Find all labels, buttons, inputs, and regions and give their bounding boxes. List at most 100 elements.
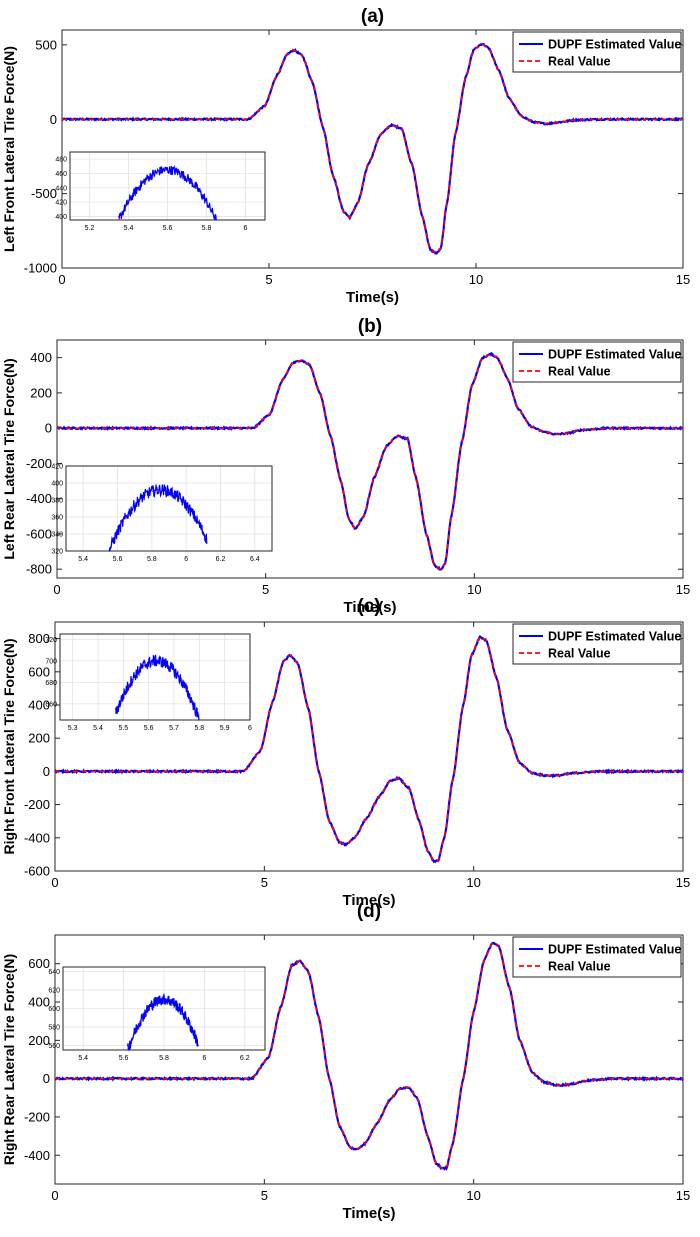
x-tick-label: 15 xyxy=(676,1188,690,1203)
inset-x-tick-label: 6 xyxy=(248,725,252,732)
x-tick-label: 0 xyxy=(53,582,60,597)
y-tick-label: -400 xyxy=(24,1148,50,1163)
series-line-dupf-estimated xyxy=(56,351,684,571)
x-axis-label: Time(s) xyxy=(343,599,396,616)
inset-y-tick-label: 320 xyxy=(51,549,63,556)
y-tick-label: 600 xyxy=(28,664,50,679)
inset-x-tick-label: 5.2 xyxy=(85,225,95,232)
x-tick-label: 10 xyxy=(466,875,480,890)
legend-label-dupf: DUPF Estimated Value xyxy=(548,348,681,362)
inset-y-tick-label: 340 xyxy=(51,532,63,539)
series-line-dupf-estimated xyxy=(61,43,684,255)
inset-x-tick-label: 5.3 xyxy=(68,725,78,732)
y-tick-label: 200 xyxy=(30,385,52,400)
y-tick-label: -200 xyxy=(24,797,50,812)
inset-series-dupf xyxy=(108,484,208,552)
inset-y-tick-label: 380 xyxy=(51,498,63,505)
legend-box xyxy=(512,623,682,665)
inset-zoom: 5.4 5.6 5.8 6 6.2 6.4 320 340 360 380 400 420 xyxy=(51,464,273,563)
y-tick-label: -400 xyxy=(26,491,52,506)
inset-y-tick-label: 420 xyxy=(55,200,67,207)
inset-plot-area xyxy=(59,633,251,721)
panel-title: (d) xyxy=(357,901,381,922)
legend-label-dupf: DUPF Estimated Value xyxy=(548,943,681,957)
inset-x-tick-label: 5.6 xyxy=(119,1055,129,1062)
y-tick-label: -200 xyxy=(24,1109,50,1124)
y-axis-label: Right Rear Lateral Tire Force(N) xyxy=(1,954,17,1165)
y-tick-label: 400 xyxy=(28,995,50,1010)
inset-y-tick-label: 440 xyxy=(55,185,67,192)
x-axis-label: Time(s) xyxy=(346,289,399,306)
inset-series-dupf xyxy=(127,993,199,1051)
legend-label-real: Real Value xyxy=(548,960,611,974)
legend: DUPF Estimated Value Real Value xyxy=(512,623,682,665)
legend-box xyxy=(512,936,682,978)
x-tick-label: 15 xyxy=(676,582,690,597)
y-tick-label: 0 xyxy=(43,764,50,779)
plot-area xyxy=(54,621,684,872)
y-tick-label: 800 xyxy=(28,631,50,646)
y-tick-label: -1000 xyxy=(24,261,57,276)
y-tick-label: 200 xyxy=(28,731,50,746)
x-axis-label: Time(s) xyxy=(342,1205,395,1222)
y-tick-label: -600 xyxy=(24,864,50,879)
y-tick-label: -500 xyxy=(31,186,57,201)
inset-y-tick-label: 580 xyxy=(48,1024,60,1031)
y-tick-label: -200 xyxy=(26,456,52,471)
x-tick-label: 5 xyxy=(261,875,268,890)
y-axis-label: Left Front Lateral Tire Force(N) xyxy=(1,46,17,252)
inset-y-tick-label: 640 xyxy=(48,969,60,976)
chart-panel-b: (b) 0 5 10 15 -800 -600 -400 -200 0 200 400 Time(s) L… xyxy=(1,316,690,616)
panel-title: (c) xyxy=(357,596,380,617)
inset-x-tick-label: 5.9 xyxy=(220,725,230,732)
legend-box xyxy=(512,31,682,73)
y-tick-label: 600 xyxy=(28,956,50,971)
legend: DUPF Estimated Value Real Value xyxy=(512,936,682,978)
inset-zoom: 5.2 5.4 5.6 5.8 6 400 420 440 460 480 xyxy=(55,151,266,232)
y-tick-label: -600 xyxy=(26,526,52,541)
inset-y-tick-label: 720 xyxy=(45,637,57,644)
x-tick-label: 5 xyxy=(261,1188,268,1203)
legend-label-real: Real Value xyxy=(548,647,611,661)
inset-x-tick-label: 5.6 xyxy=(144,725,154,732)
inset-y-tick-label: 680 xyxy=(45,680,57,687)
x-tick-label: 5 xyxy=(262,582,269,597)
x-axis-label: Time(s) xyxy=(342,892,395,909)
inset-x-tick-label: 6.2 xyxy=(216,556,226,563)
inset-zoom: 5.3 5.4 5.5 5.6 5.7 5.8 5.9 6 660 680 700 720 xyxy=(45,633,252,732)
y-axis-label: Right Front Lateral Tire Force(N) xyxy=(1,639,17,855)
plot-area xyxy=(54,934,684,1185)
legend-label-real: Real Value xyxy=(548,365,611,379)
y-tick-label: 0 xyxy=(50,112,57,127)
inset-x-tick-label: 5.8 xyxy=(194,725,204,732)
y-tick-label: 200 xyxy=(28,1033,50,1048)
inset-x-tick-label: 5.4 xyxy=(124,225,134,232)
y-axis-label: Left Rear Lateral Tire Force(N) xyxy=(1,358,17,559)
inset-x-tick-label: 6 xyxy=(244,225,248,232)
inset-x-tick-label: 6 xyxy=(202,1055,206,1062)
y-tick-label: -400 xyxy=(24,830,50,845)
series-line-real-value xyxy=(62,43,683,255)
inset-frame xyxy=(65,465,273,552)
inset-y-tick-label: 460 xyxy=(55,171,67,178)
x-tick-label: 0 xyxy=(51,1188,58,1203)
y-tick-label: -800 xyxy=(26,562,52,577)
inset-y-tick-label: 360 xyxy=(51,515,63,522)
legend-box xyxy=(512,341,682,383)
y-tick-label: 400 xyxy=(28,698,50,713)
inset-x-tick-label: 5.6 xyxy=(163,225,173,232)
inset-x-tick-label: 6 xyxy=(184,556,188,563)
legend-label-dupf: DUPF Estimated Value xyxy=(548,38,681,52)
inset-frame xyxy=(59,633,251,721)
chart-panel-c: (c) 0 5 10 15 -600 -400 -200 0 200 400 600 800 Time(s… xyxy=(1,596,690,909)
x-tick-label: 10 xyxy=(466,1188,480,1203)
x-tick-label: 0 xyxy=(51,875,58,890)
inset-x-tick-label: 5.6 xyxy=(113,556,123,563)
series-line-real-value xyxy=(57,353,683,571)
inset-y-tick-label: 420 xyxy=(51,464,63,471)
y-tick-label: 0 xyxy=(45,421,52,436)
y-tick-label: 500 xyxy=(35,37,57,52)
inset-x-tick-label: 5.8 xyxy=(147,556,157,563)
inset-x-tick-label: 6.4 xyxy=(250,556,260,563)
